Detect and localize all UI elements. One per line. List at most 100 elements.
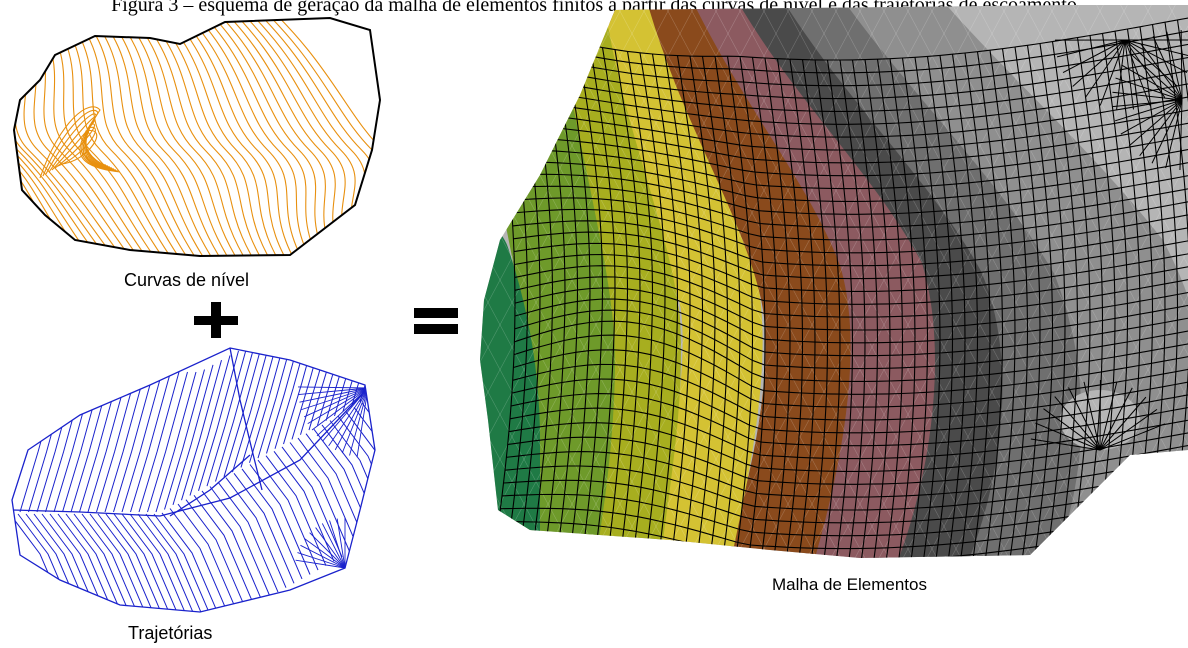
mesh-grid-line [664,54,691,558]
trajectory-line [304,387,369,418]
mesh-zone [485,75,616,558]
contour-line [185,18,347,256]
contour-line [249,18,380,256]
mesh-grid-line [651,53,679,558]
mesh-grid-line [1039,43,1066,558]
trajectory-line [273,451,335,562]
trajectory-line [265,455,327,566]
equals-operator [414,308,458,334]
trajectory-line [96,371,137,513]
mesh-fan-line [1152,36,1183,101]
trajectory-line [172,364,214,505]
trajectory-line [266,348,307,454]
mesh-triangle-edge [565,5,867,558]
trajectory-line [299,387,369,403]
mesh-grid-line [576,42,604,558]
trajectory-line [145,513,207,612]
trajectory-line [341,387,369,454]
trajectory-line [169,508,231,612]
mesh-triangle-edge [997,5,1188,558]
contour-line [161,18,323,256]
contour-line [121,18,283,256]
mesh-zone [602,5,851,558]
mesh-grid-line [739,56,766,558]
mesh-fan-line [1043,408,1101,451]
mesh-label: Malha de Elementos [772,575,927,594]
mesh-grid-line [764,57,791,558]
trajectory-line [229,348,263,491]
mesh-grid-line [751,57,779,558]
mesh-triangle-edge [480,5,699,558]
mesh-fan-line [1054,396,1101,451]
mesh-fan-line [1115,77,1183,101]
mesh-triangle-edge [480,5,723,558]
mesh-fan-line [1056,39,1126,58]
mesh-triangle-edge [829,5,1131,558]
mesh-grid-line [1064,39,1091,558]
mesh-grid-line [851,59,879,558]
trajectory-line [113,371,154,513]
mesh-grid-line [889,58,916,558]
trajectory-line [121,513,183,612]
trajectory-line [321,424,375,536]
trajectory-line [337,415,375,527]
trajectory-line [164,369,205,510]
mesh-triangle-edge [480,5,723,558]
mesh-grid-line [951,54,979,558]
contour-line [105,18,267,256]
mesh-grid-line [789,59,816,558]
mesh-triangle-edge [997,5,1188,558]
mesh-grid-line [926,56,954,558]
trajectory-label: Trajetórias [128,623,213,643]
contour-line [65,18,227,256]
mesh-triangle-edge [480,5,699,558]
trajectory-map [11,347,376,613]
trajectory-line [17,513,79,612]
trajectory-line [311,387,369,431]
contour-line [89,18,251,256]
plus-operator [194,302,238,338]
mesh-fan-line [1140,43,1183,101]
trajectory-line [257,348,299,459]
contour-map [12,16,382,258]
mesh-triangle-edge [1045,5,1188,558]
contour-line [42,109,119,177]
mesh-triangle-edge [925,5,1188,558]
trajectory-line [283,348,324,445]
mesh-fan-line [1124,39,1188,73]
trajectory-line [351,348,375,407]
trajectory-line [62,371,103,513]
mesh-grid-line [989,50,1016,558]
contour-line [129,18,291,256]
contour-line [14,18,131,256]
trajectory-line [298,387,369,396]
mesh-fan-line [1030,438,1101,451]
contour-line [57,126,109,167]
mesh-grid-line [814,59,841,558]
trajectory-line [209,486,271,597]
contour-line [14,18,115,256]
mesh-fan-line [1083,381,1101,451]
mesh-triangle-edge [709,5,1011,558]
mesh-triangle-edge [781,5,1083,558]
contour-line [14,18,59,256]
mesh-grid-line [1026,45,1054,558]
trajectory-line [138,371,180,513]
trajectory-line [349,387,369,456]
trajectory-line [49,513,111,612]
mesh-grid-line [589,45,616,558]
trajectory-line [297,552,346,569]
trajectory-line [217,481,279,593]
mesh-triangle-edge [480,5,675,558]
trajectory-line [53,371,95,513]
mesh-zone [640,5,935,558]
mesh-grid-line [626,51,654,558]
trajectory-line [300,348,341,435]
contour-line [177,18,339,256]
trajectory-line [336,518,346,569]
trajectory-line [104,371,146,513]
contour-line [48,116,115,173]
trajectory-line [87,371,129,513]
trajectory-line [215,348,256,482]
trajectory-line [12,387,369,517]
